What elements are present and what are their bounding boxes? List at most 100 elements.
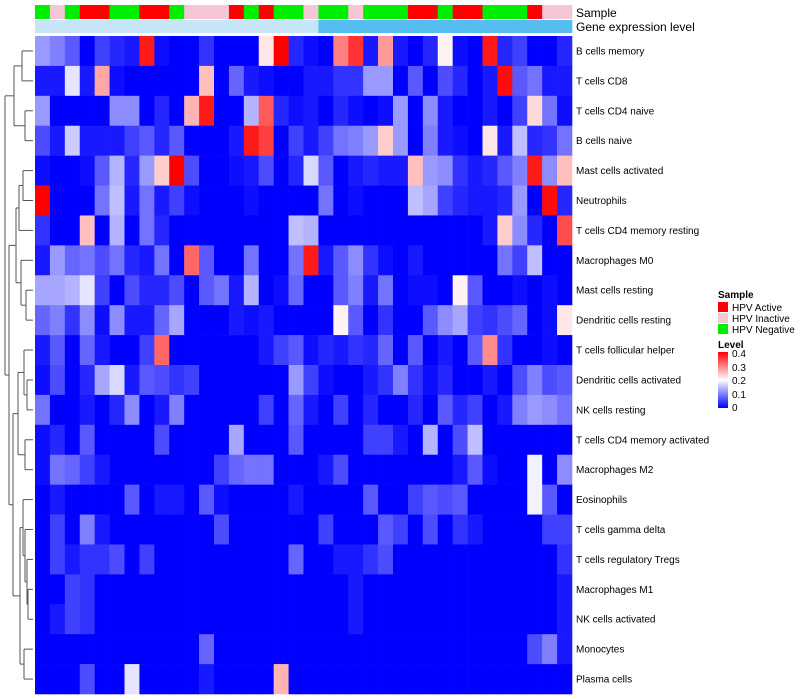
heatmap-cell (214, 634, 230, 665)
heatmap-cell (124, 95, 140, 127)
heatmap-cell (64, 335, 81, 366)
heatmap-cell (452, 424, 468, 456)
heatmap-cell (467, 36, 483, 67)
heatmap-cell (482, 335, 498, 366)
heatmap-cell (288, 245, 304, 276)
heatmap-cell (542, 95, 558, 127)
heatmap-cell (557, 394, 573, 426)
heatmap-cell (557, 514, 573, 545)
row-label: B cells naive (576, 136, 633, 147)
heatmap-cell (64, 125, 81, 156)
heatmap-cell (214, 36, 230, 67)
heatmap-cell (64, 155, 81, 186)
expression-track-cell (363, 20, 379, 33)
heatmap-cell (542, 185, 558, 216)
heatmap-cell (228, 275, 245, 306)
heatmap-cell (64, 185, 81, 216)
heatmap-cell (35, 484, 51, 515)
sample-track-cell (497, 5, 513, 19)
expression-track-cell (288, 20, 304, 33)
heatmap-cell (49, 574, 66, 605)
heatmap-cell (258, 65, 274, 97)
heatmap-cell (437, 275, 453, 306)
row-label: Dendritic cells resting (576, 316, 671, 327)
heatmap-cell (512, 424, 528, 456)
heatmap-cell (199, 215, 215, 246)
heatmap-cell (169, 454, 185, 485)
heatmap-cell (35, 604, 51, 635)
heatmap-cell (512, 604, 528, 635)
heatmap-cell (154, 125, 170, 156)
expression-track-cell (228, 20, 245, 33)
heatmap-cell (154, 305, 170, 336)
legend-label-hpv-negative: HPV Negative (732, 325, 795, 336)
heatmap-cell (288, 215, 304, 246)
heatmap-cell (288, 365, 304, 396)
heatmap-cell (497, 544, 513, 575)
heatmap-cell (169, 95, 185, 127)
heatmap-cell (393, 424, 409, 456)
heatmap-cell (467, 185, 483, 216)
heatmap-cell (393, 664, 409, 695)
heatmap-cell (407, 95, 424, 127)
heatmap-cell (437, 95, 453, 127)
sample-track-cell (79, 5, 95, 19)
heatmap-cell (333, 664, 349, 695)
heatmap-cell (333, 484, 349, 515)
heatmap-cell (467, 155, 483, 186)
heatmap-cell (228, 454, 245, 485)
heatmap-cell (557, 245, 573, 276)
heatmap-cell (243, 245, 260, 276)
heatmap-cell (407, 335, 424, 366)
heatmap-cell (527, 394, 543, 426)
heatmap-cell (184, 305, 200, 336)
heatmap-cell (363, 394, 379, 426)
heatmap-cell (64, 394, 81, 426)
heatmap-cell (422, 365, 439, 396)
legend-label-hpv-inactive: HPV Inactive (732, 314, 790, 325)
heatmap-cell (79, 574, 95, 605)
heatmap-cell (169, 36, 185, 67)
sample-track-cell (273, 5, 289, 19)
heatmap-cell (94, 514, 110, 545)
heatmap-cell (467, 634, 483, 665)
heatmap-cell (49, 125, 66, 156)
heatmap-cell (378, 125, 394, 156)
heatmap-cell (467, 275, 483, 306)
heatmap-cell (318, 394, 334, 426)
heatmap-cell (109, 544, 125, 575)
heatmap-cell (154, 185, 170, 216)
heatmap-cell (452, 275, 468, 306)
row-label: Mast cells resting (576, 286, 653, 297)
heatmap-cell (124, 424, 140, 456)
heatmap-cell (139, 305, 155, 336)
heatmap-cell (214, 95, 230, 127)
level-colorbar (718, 352, 728, 408)
heatmap-cell (407, 305, 424, 336)
heatmap-cell (35, 215, 51, 246)
heatmap-cell (243, 514, 260, 545)
heatmap-cell (243, 65, 260, 97)
heatmap-cell (557, 365, 573, 396)
heatmap-cell (199, 365, 215, 396)
row-label: T cells regulatory Tregs (576, 555, 680, 566)
heatmap-cell (154, 365, 170, 396)
heatmap-cell (49, 604, 66, 635)
sample-track-cell (542, 5, 558, 19)
heatmap-cell (258, 544, 274, 575)
heatmap-cell (169, 275, 185, 306)
heatmap-cell (94, 65, 110, 97)
heatmap-cell (542, 305, 558, 336)
heatmap-cell (94, 275, 110, 306)
heatmap-cell (79, 664, 95, 695)
heatmap-cell (303, 155, 319, 186)
heatmap-cell (497, 36, 513, 67)
heatmap-cell (407, 514, 424, 545)
heatmap-cell (437, 514, 453, 545)
heatmap-cell (348, 664, 364, 695)
row-label: T cells gamma delta (576, 525, 666, 536)
heatmap-cell (542, 604, 558, 635)
heatmap-cell (363, 664, 379, 695)
heatmap-cell (557, 454, 573, 485)
heatmap-cell (348, 394, 364, 426)
